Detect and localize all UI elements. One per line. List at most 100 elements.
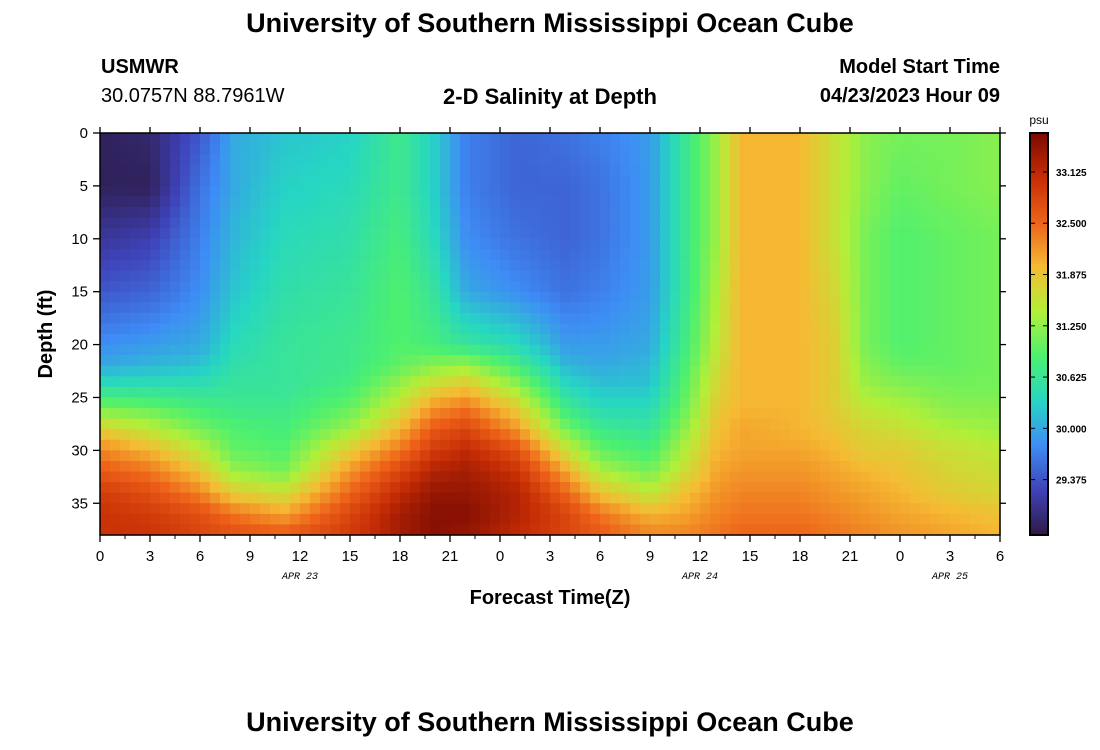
heatmap-cell (130, 492, 141, 504)
heatmap-cell (330, 397, 341, 409)
heatmap-cell (850, 270, 861, 282)
heatmap-cell (150, 386, 161, 399)
heatmap-cell (150, 291, 161, 303)
heatmap-cell (670, 133, 681, 145)
heatmap-cell (800, 228, 811, 240)
heatmap-cell (550, 503, 561, 515)
heatmap-cell (850, 365, 861, 377)
heatmap-cell (270, 334, 281, 346)
heatmap-cell (890, 344, 901, 356)
heatmap-cell (850, 323, 861, 335)
heatmap-cell (140, 249, 151, 261)
heatmap-cell (640, 228, 651, 240)
heatmap-cell (750, 503, 761, 515)
heatmap-cell (380, 524, 391, 536)
heatmap-cell (180, 471, 191, 483)
heatmap-cell (100, 196, 111, 208)
heatmap-cell (860, 344, 871, 356)
heatmap-cell (450, 365, 461, 377)
heatmap-cell (510, 133, 521, 145)
heatmap-cell (430, 460, 441, 473)
heatmap-cell (300, 524, 311, 536)
heatmap-cell (180, 185, 191, 198)
heatmap-cell (840, 471, 851, 483)
heatmap-cell (420, 259, 431, 272)
heatmap-cell (120, 291, 131, 303)
heatmap-cell (970, 133, 981, 145)
heatmap-cell (720, 376, 731, 388)
heatmap-cell (440, 429, 451, 441)
heatmap-cell (840, 513, 851, 526)
heatmap-cell (890, 408, 901, 420)
heatmap-cell (130, 185, 141, 198)
heatmap-cell (580, 228, 591, 240)
heatmap-cell (780, 524, 791, 536)
heatmap-cell (840, 482, 851, 494)
heatmap-cell (850, 154, 861, 166)
heatmap-cell (490, 249, 501, 261)
heatmap-cell (980, 439, 991, 451)
heatmap-cell (880, 524, 891, 536)
heatmap-cell (600, 344, 611, 356)
heatmap-cell (760, 175, 771, 187)
heatmap-cell (350, 513, 361, 526)
heatmap-cell (740, 355, 751, 367)
heatmap-cell (260, 397, 271, 409)
heatmap-cell (680, 503, 691, 515)
heatmap-cell (250, 154, 261, 166)
heatmap-cell (580, 492, 591, 504)
heatmap-cell (730, 429, 741, 441)
heatmap-cell (310, 471, 321, 483)
heatmap-cell (490, 418, 501, 430)
heatmap-cell (670, 259, 681, 272)
heatmap-cell (210, 228, 221, 240)
heatmap-cell (900, 185, 911, 198)
heatmap-cell (810, 513, 821, 526)
heatmap-cell (210, 143, 221, 155)
heatmap-cell (760, 492, 771, 504)
heatmap-cell (550, 376, 561, 388)
heatmap-cell (920, 196, 931, 208)
heatmap-cell (990, 450, 1001, 462)
heatmap-cell (430, 196, 441, 208)
heatmap-cell (240, 291, 251, 303)
heatmap-cell (930, 217, 941, 229)
heatmap-cell (560, 302, 571, 314)
heatmap-cell (370, 312, 381, 325)
heatmap-cell (630, 344, 641, 356)
heatmap-cell (680, 471, 691, 483)
heatmap-cell (320, 365, 331, 377)
heatmap-cell (810, 270, 821, 282)
heatmap-cell (390, 503, 401, 515)
heatmap-cell (340, 397, 351, 409)
heatmap-cell (720, 408, 731, 420)
heatmap-cell (530, 291, 541, 303)
heatmap-cell (160, 259, 171, 272)
heatmap-cell (250, 143, 261, 155)
heatmap-cell (390, 376, 401, 388)
heatmap-cell (660, 249, 671, 261)
heatmap-cell (130, 291, 141, 303)
heatmap-cell (280, 397, 291, 409)
heatmap-cell (270, 164, 281, 176)
heatmap-cell (430, 418, 441, 430)
heatmap-cell (900, 334, 911, 346)
heatmap-cell (840, 196, 851, 208)
heatmap-cell (360, 185, 371, 198)
heatmap-cell (750, 418, 761, 430)
heatmap-cell (980, 386, 991, 399)
heatmap-cell (950, 429, 961, 441)
heatmap-cell (580, 196, 591, 208)
heatmap-cell (520, 281, 531, 293)
heatmap-cell (640, 450, 651, 462)
heatmap-cell (220, 281, 231, 293)
heatmap-cell (210, 302, 221, 314)
heatmap-cell (260, 133, 271, 145)
heatmap-cell (540, 492, 551, 504)
heatmap-cell (250, 492, 261, 504)
heatmap-cell (990, 503, 1001, 515)
heatmap-cell (410, 397, 421, 409)
heatmap-cell (350, 344, 361, 356)
heatmap-cell (930, 196, 941, 208)
heatmap-cell (230, 418, 241, 430)
